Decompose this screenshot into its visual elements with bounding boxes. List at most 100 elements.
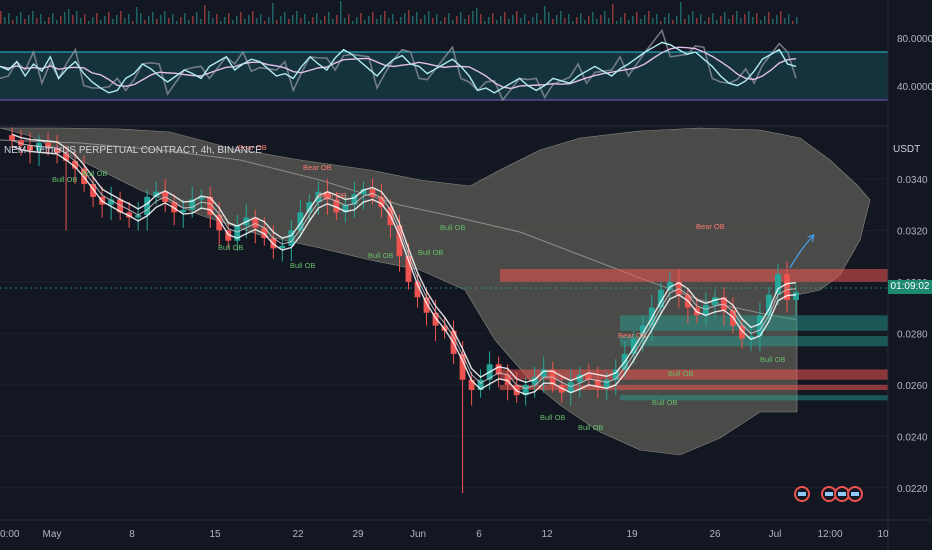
candle-body	[306, 202, 313, 213]
volume-bar	[184, 13, 186, 24]
event-marker-flag	[798, 492, 806, 496]
volume-bar	[296, 11, 298, 24]
bull-ob-label: Bull OB	[418, 248, 443, 257]
volume-bar	[324, 16, 326, 24]
volume-bar	[708, 17, 710, 24]
time-tick-label: May	[43, 529, 62, 540]
volume-bar	[720, 16, 722, 24]
time-tick-label: 26	[709, 529, 721, 540]
volume-bar	[328, 12, 330, 24]
volume-bar	[24, 19, 26, 24]
volume-bar	[332, 19, 334, 24]
forecast-arrow	[789, 236, 813, 269]
volume-bar	[148, 16, 150, 24]
volume-bar	[756, 13, 758, 24]
currency-label[interactable]: USDT	[893, 144, 921, 155]
volume-bar	[320, 20, 322, 24]
candle-body	[378, 196, 385, 208]
bull-ob-zone	[620, 395, 888, 401]
volume-bar	[636, 12, 638, 24]
volume-bar	[304, 14, 306, 24]
volume-bar	[88, 21, 90, 24]
bull-ob-label: Bull OB	[290, 261, 315, 270]
price-axis[interactable]: 0.03400.03200.03000.02800.02600.02400.02…	[897, 175, 928, 495]
volume-bar	[428, 11, 430, 24]
volume-bar	[560, 11, 562, 24]
volume-bar	[412, 16, 414, 24]
volume-bar	[612, 4, 614, 24]
volume-bar	[532, 17, 534, 24]
volume-bar	[440, 21, 442, 24]
volume-bar	[508, 19, 510, 24]
volume-bar	[356, 17, 358, 24]
bull-ob-label: Bull OB	[218, 243, 243, 252]
price-tick-label: 0.0260	[897, 381, 928, 392]
volume-bar	[372, 12, 374, 24]
volume-bar	[432, 18, 434, 24]
rsi-tick-upper: 80.0000	[897, 34, 932, 45]
candle-body	[603, 379, 610, 388]
time-axis[interactable]: 0:00 May 8 15 22 29 Jun 6 12 19 26 Jul 12:00 10	[0, 529, 889, 540]
candle-body	[531, 377, 538, 385]
candle-body	[342, 204, 349, 213]
candle-body	[297, 212, 304, 231]
volume-bar	[724, 12, 726, 24]
volume-bar	[772, 19, 774, 24]
volume-bar	[628, 20, 630, 24]
volatility-band	[0, 127, 871, 456]
candle-body	[18, 140, 24, 146]
rsi-pane: 80.0000 40.0000	[0, 28, 932, 102]
volume-bar	[228, 13, 230, 24]
volume-bar	[580, 13, 582, 24]
volume-bar	[340, 1, 342, 24]
volume-bar	[360, 13, 362, 24]
volume-bar	[776, 15, 778, 24]
candle-body	[108, 199, 115, 205]
volume-bar	[632, 16, 634, 24]
volume-bar	[216, 14, 218, 24]
volume-bar	[144, 20, 146, 24]
volume-bar	[476, 8, 478, 24]
volume-bar	[400, 17, 402, 24]
price-tick-label: 0.0340	[897, 175, 928, 186]
candle-body	[63, 153, 69, 161]
volume-bar	[732, 15, 734, 24]
volume-bar	[16, 16, 18, 24]
bull-ob-label: Bull OB	[652, 398, 677, 407]
event-marker-flag	[838, 492, 846, 496]
volume-bar	[108, 12, 110, 24]
volume-bar	[364, 20, 366, 24]
bear-ob-label: Bear OB	[696, 222, 725, 231]
volume-bar	[748, 11, 750, 24]
candle-body	[9, 135, 15, 141]
rsi-tick-lower: 40.0000	[897, 82, 932, 93]
volume-bar	[660, 21, 662, 24]
time-tick-label: 22	[292, 529, 304, 540]
candle-body	[793, 292, 799, 300]
volume-bar	[436, 14, 438, 24]
volume-bar	[568, 14, 570, 24]
candle-body	[72, 160, 79, 169]
volume-bar	[500, 16, 502, 24]
volume-bar	[684, 19, 686, 24]
volume-bar	[200, 19, 202, 24]
candle-body	[225, 230, 232, 241]
candle-body	[360, 189, 367, 195]
volume-bar	[64, 12, 66, 24]
volume-bar	[116, 15, 118, 24]
time-tick-label: 10	[877, 529, 889, 540]
volume-bar	[68, 9, 70, 24]
volume-bar	[336, 15, 338, 24]
candle-body	[180, 209, 187, 213]
bull-ob-label: Bull OB	[52, 175, 77, 184]
bull-ob-zone	[620, 335, 888, 347]
volume-bar	[512, 15, 514, 24]
candle-body	[324, 191, 331, 200]
volume-bar	[220, 21, 222, 24]
time-tick-label: Jun	[410, 529, 426, 540]
volume-bar	[104, 16, 106, 24]
volume-bar	[60, 16, 62, 24]
volume-bar	[472, 11, 474, 24]
volume-bar	[240, 12, 242, 24]
